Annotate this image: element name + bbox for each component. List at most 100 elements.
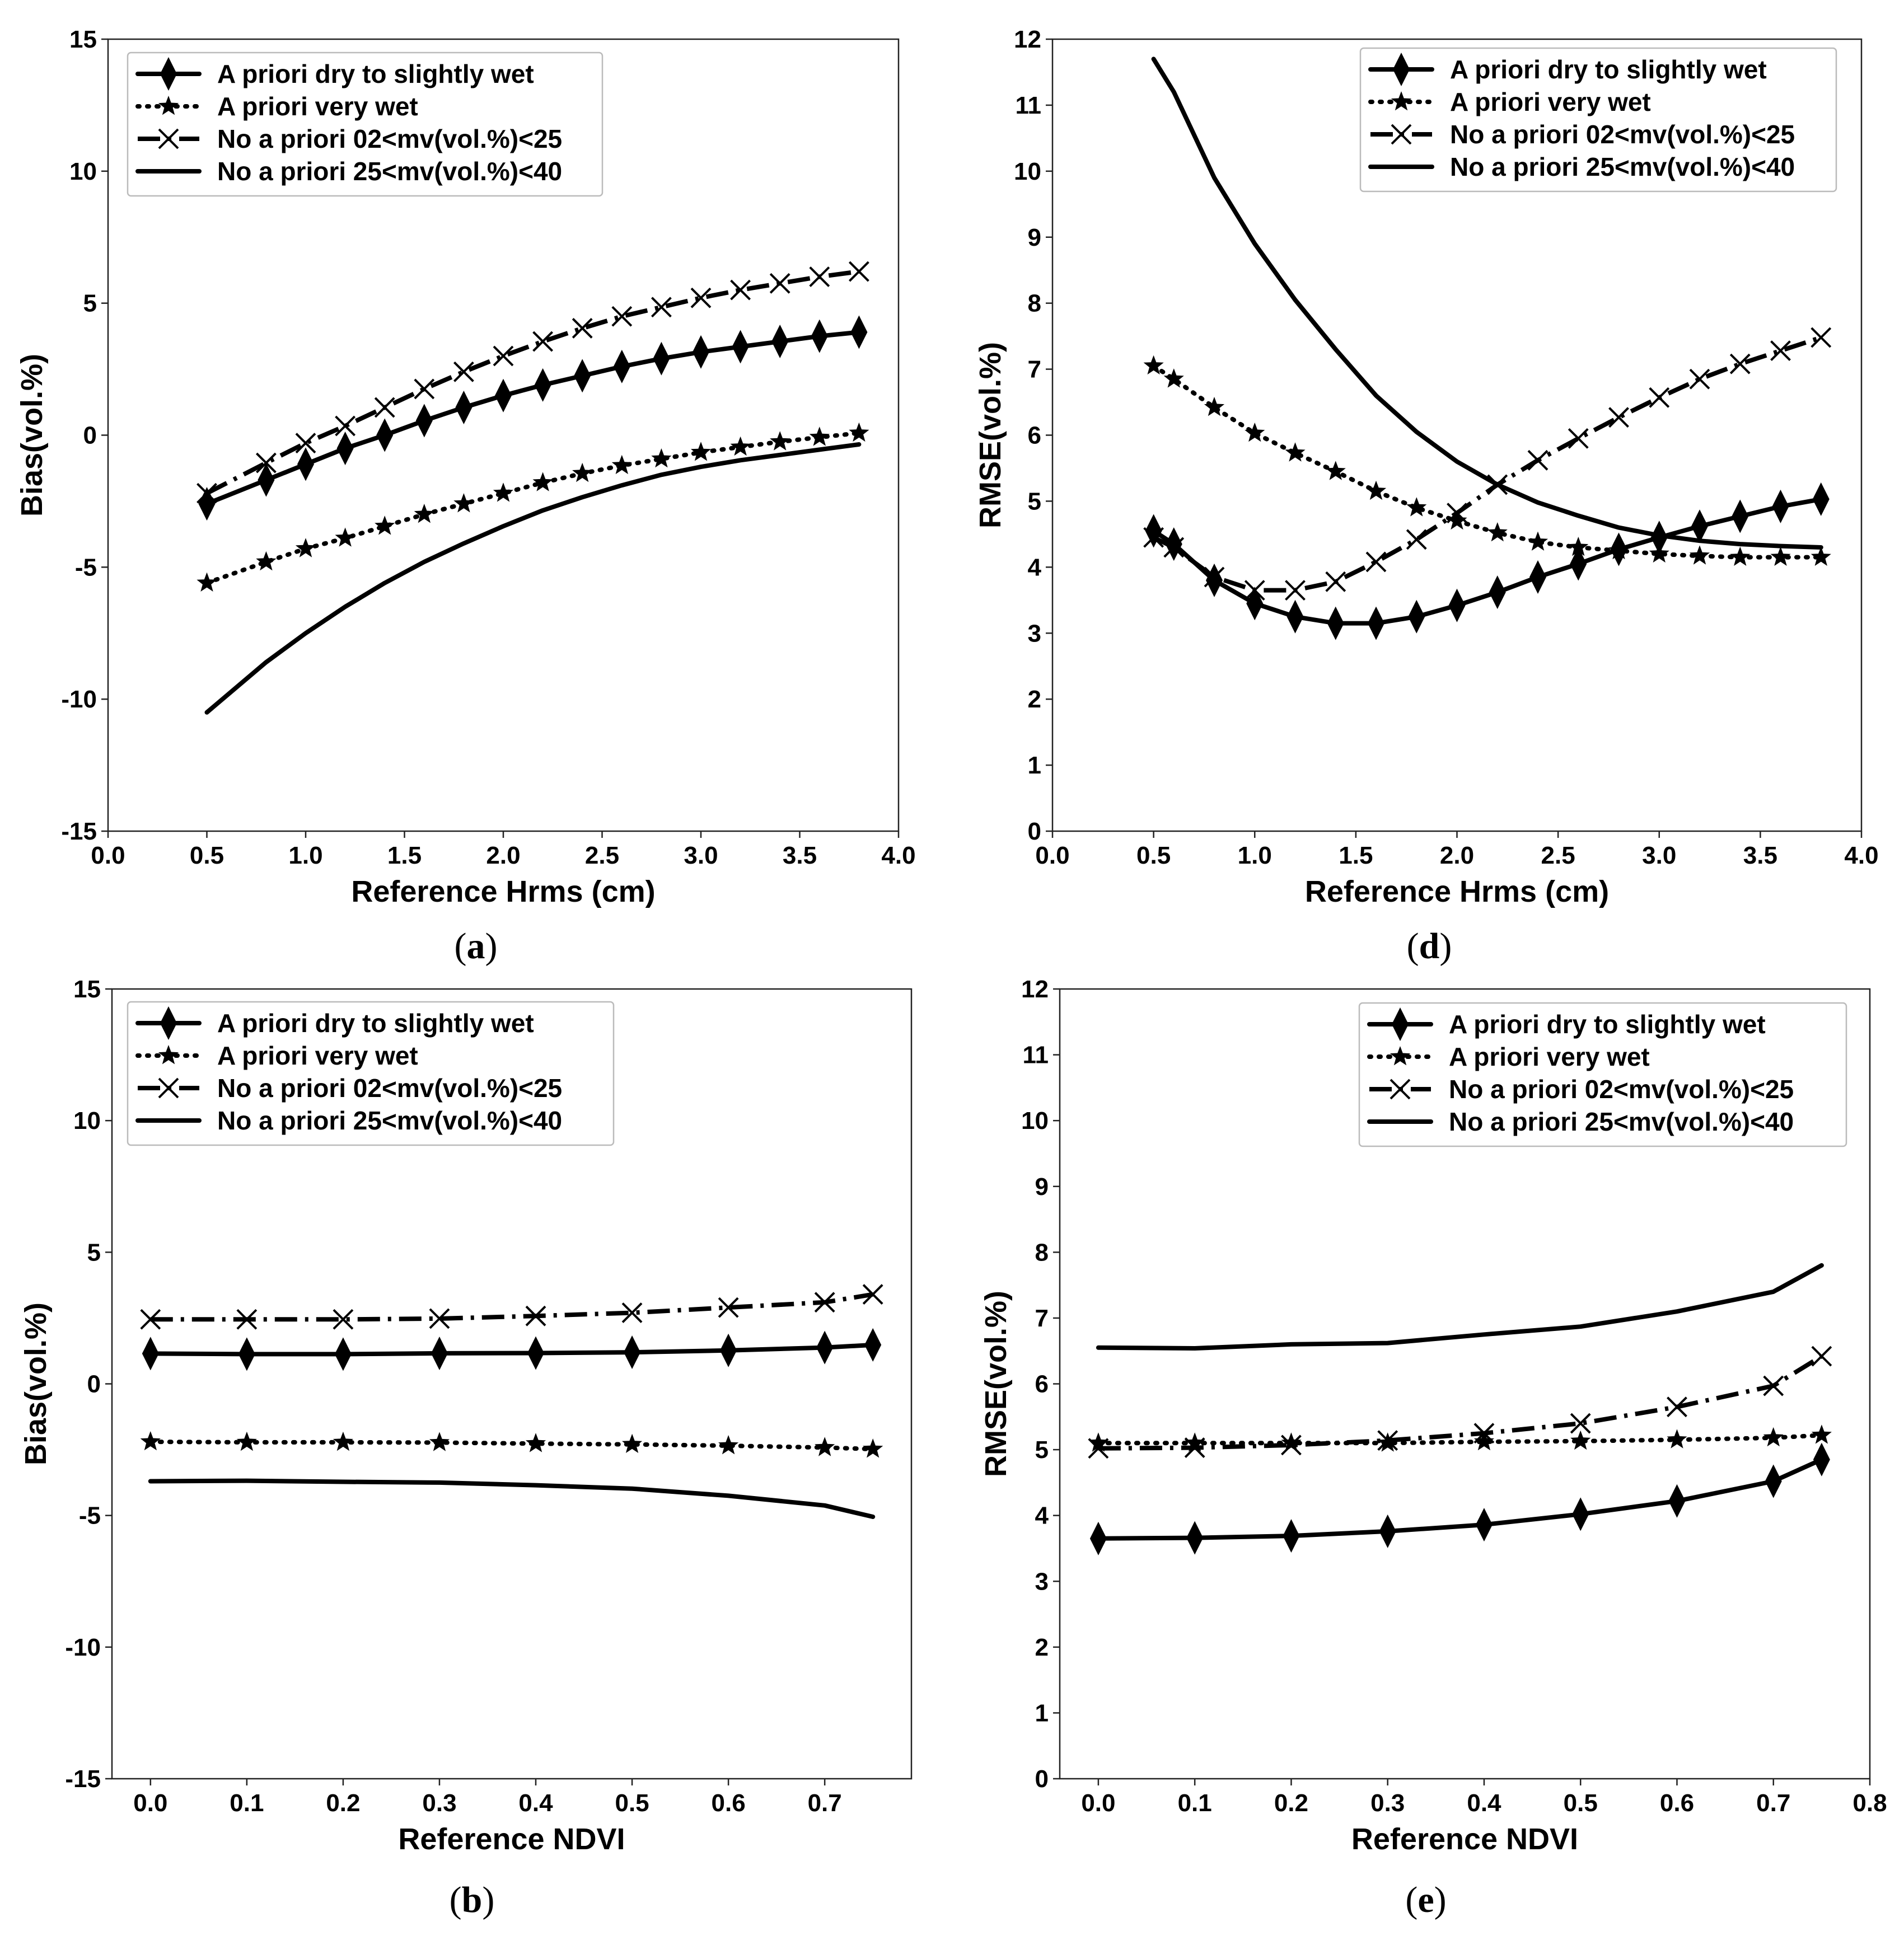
x-tick-label-a: 4.0 — [881, 842, 915, 869]
point-a-diamond-marker — [297, 447, 314, 481]
series-a-star — [197, 422, 869, 592]
point-b-star-marker — [863, 1438, 883, 1458]
point-d-star-marker — [1447, 510, 1467, 530]
x-tick-label-a: 0.5 — [190, 842, 224, 869]
legend-a-diamond-marker — [160, 57, 177, 91]
point-b-cross-marker — [814, 1292, 835, 1313]
x-tick-label-e: 0.5 — [1564, 1789, 1598, 1817]
x-tick-label-e: 0.6 — [1660, 1789, 1694, 1817]
panel-letter-b: (b) — [450, 1879, 495, 1920]
point-b-star-marker — [429, 1432, 450, 1451]
point-e-cross-marker — [1473, 1423, 1495, 1444]
legend-d-diamond-marker — [1393, 53, 1410, 86]
point-a-cross-marker — [295, 433, 316, 454]
point-d-diamond-marker — [1408, 599, 1425, 634]
x-tick-label-e: 0.8 — [1852, 1789, 1887, 1817]
x-tick-label-e: 0.2 — [1274, 1789, 1308, 1817]
point-a-diamond-marker — [850, 315, 868, 349]
point-a-cross-marker — [255, 452, 277, 474]
point-a-cross-marker — [374, 397, 395, 418]
point-d-diamond-marker — [1448, 588, 1466, 622]
point-e-cross-marker — [1088, 1438, 1109, 1459]
y-tick-label-d: 4 — [1028, 554, 1042, 581]
legend-label-a-star: A priori very wet — [217, 92, 418, 121]
y-tick-label-d: 7 — [1028, 356, 1041, 383]
point-a-diamond-marker — [455, 390, 473, 424]
series-a-cross — [197, 261, 869, 504]
point-a-star-marker — [770, 431, 790, 451]
x-tick-label-a: 3.5 — [783, 842, 817, 869]
series-a-solid — [204, 442, 862, 715]
series-line-b-solid — [148, 1478, 876, 1519]
point-a-star-marker — [532, 472, 553, 491]
series-a-diamond — [198, 315, 868, 521]
point-e-cross-marker — [1667, 1396, 1687, 1418]
point-d-cross-marker — [1811, 327, 1832, 348]
legend-box-b — [127, 1001, 615, 1146]
x-tick-label-d: 2.5 — [1541, 842, 1575, 869]
series-line-d-star — [1151, 363, 1823, 560]
series-line-a-cross — [205, 269, 859, 495]
point-e-diamond-marker — [1475, 1508, 1493, 1542]
point-d-star-marker — [1689, 545, 1710, 565]
point-e-cross-marker — [1763, 1375, 1784, 1396]
chart-panel-e: 0.0 0.1 0.2 0.3 0.4 0.5 0.6 0.7 0.80123456789101… — [979, 976, 1887, 1920]
point-a-star-marker — [809, 426, 830, 446]
point-b-diamond-marker — [816, 1330, 834, 1365]
x-tick-label-e: 0.0 — [1081, 1789, 1115, 1817]
point-e-diamond-marker — [1813, 1442, 1830, 1476]
chart-panel-a: 0.0 0.5 1.0 1.5 2.0 2.5 3.0 3.5 4.0 -15 -10 -5 0 5 10 1… — [15, 26, 916, 967]
point-a-diamond-marker — [653, 341, 670, 376]
y-axis-label-d: RMSE(vol.%) — [974, 342, 1007, 528]
point-b-star-marker — [333, 1431, 353, 1451]
point-d-cross-marker — [1527, 449, 1549, 471]
point-a-diamond-marker — [693, 335, 709, 369]
x-tick-label-b: 0.0 — [133, 1789, 167, 1817]
point-a-cross-marker — [493, 345, 514, 367]
point-e-star-marker — [1570, 1430, 1591, 1450]
y-tick-label-b: 15 — [73, 976, 101, 1003]
legend-a-star-marker — [158, 96, 179, 115]
legend-e: A priori dry to slightly wet A priori ver… — [1358, 1002, 1847, 1147]
point-b-diamond-marker — [142, 1337, 159, 1371]
point-d-diamond-marker — [1287, 599, 1304, 634]
legend-d-cross-marker — [1391, 124, 1412, 145]
chart-panel-d: 0.0 0.5 1.0 1.5 2.0 2.5 3.0 3.5 4.00123456789101… — [974, 26, 1879, 967]
y-tick-label-a: 5 — [83, 290, 97, 317]
y-tick-label-e: 10 — [1021, 1107, 1049, 1135]
point-b-cross-marker — [525, 1305, 546, 1326]
point-e-diamond-marker — [1283, 1519, 1300, 1553]
point-a-star-marker — [493, 482, 514, 502]
y-tick-label-a: -5 — [75, 554, 97, 581]
point-b-diamond-marker — [431, 1336, 448, 1370]
x-tick-label-d: 3.0 — [1642, 842, 1676, 869]
plot-area-d: 0.0 0.5 1.0 1.5 2.0 2.5 3.0 3.5 4.00123456789101… — [974, 26, 1879, 908]
point-a-star-marker — [690, 442, 712, 461]
point-a-star-marker — [572, 462, 593, 482]
point-d-diamond-marker — [1327, 606, 1344, 640]
y-tick-label-e: 11 — [1022, 1042, 1049, 1069]
point-a-diamond-marker — [534, 368, 551, 402]
y-tick-label-d: 2 — [1028, 686, 1041, 713]
series-e-cross — [1088, 1346, 1832, 1459]
point-e-cross-marker — [1570, 1413, 1591, 1434]
y-tick-label-e: 2 — [1035, 1634, 1049, 1661]
y-tick-label-d: 8 — [1028, 290, 1041, 317]
point-d-cross-marker — [1729, 353, 1751, 374]
point-b-cross-marker — [621, 1302, 643, 1323]
y-tick-label-d: 10 — [1014, 158, 1041, 185]
series-e-solid — [1096, 1263, 1824, 1351]
point-a-star-marker — [335, 527, 355, 547]
legend-b-diamond-marker — [160, 1006, 177, 1040]
point-b-diamond-marker — [864, 1328, 882, 1362]
y-axis-label-e: RMSE(vol.%) — [979, 1291, 1013, 1477]
point-d-cross-marker — [1365, 551, 1387, 573]
point-e-cross-marker — [1184, 1437, 1205, 1458]
point-e-star-marker — [1281, 1432, 1302, 1452]
point-a-cross-marker — [848, 261, 869, 282]
point-b-diamond-marker — [720, 1333, 737, 1367]
x-tick-label-b: 0.5 — [615, 1789, 649, 1817]
point-e-star-marker — [1185, 1432, 1205, 1452]
y-tick-label-d: 5 — [1028, 487, 1041, 515]
